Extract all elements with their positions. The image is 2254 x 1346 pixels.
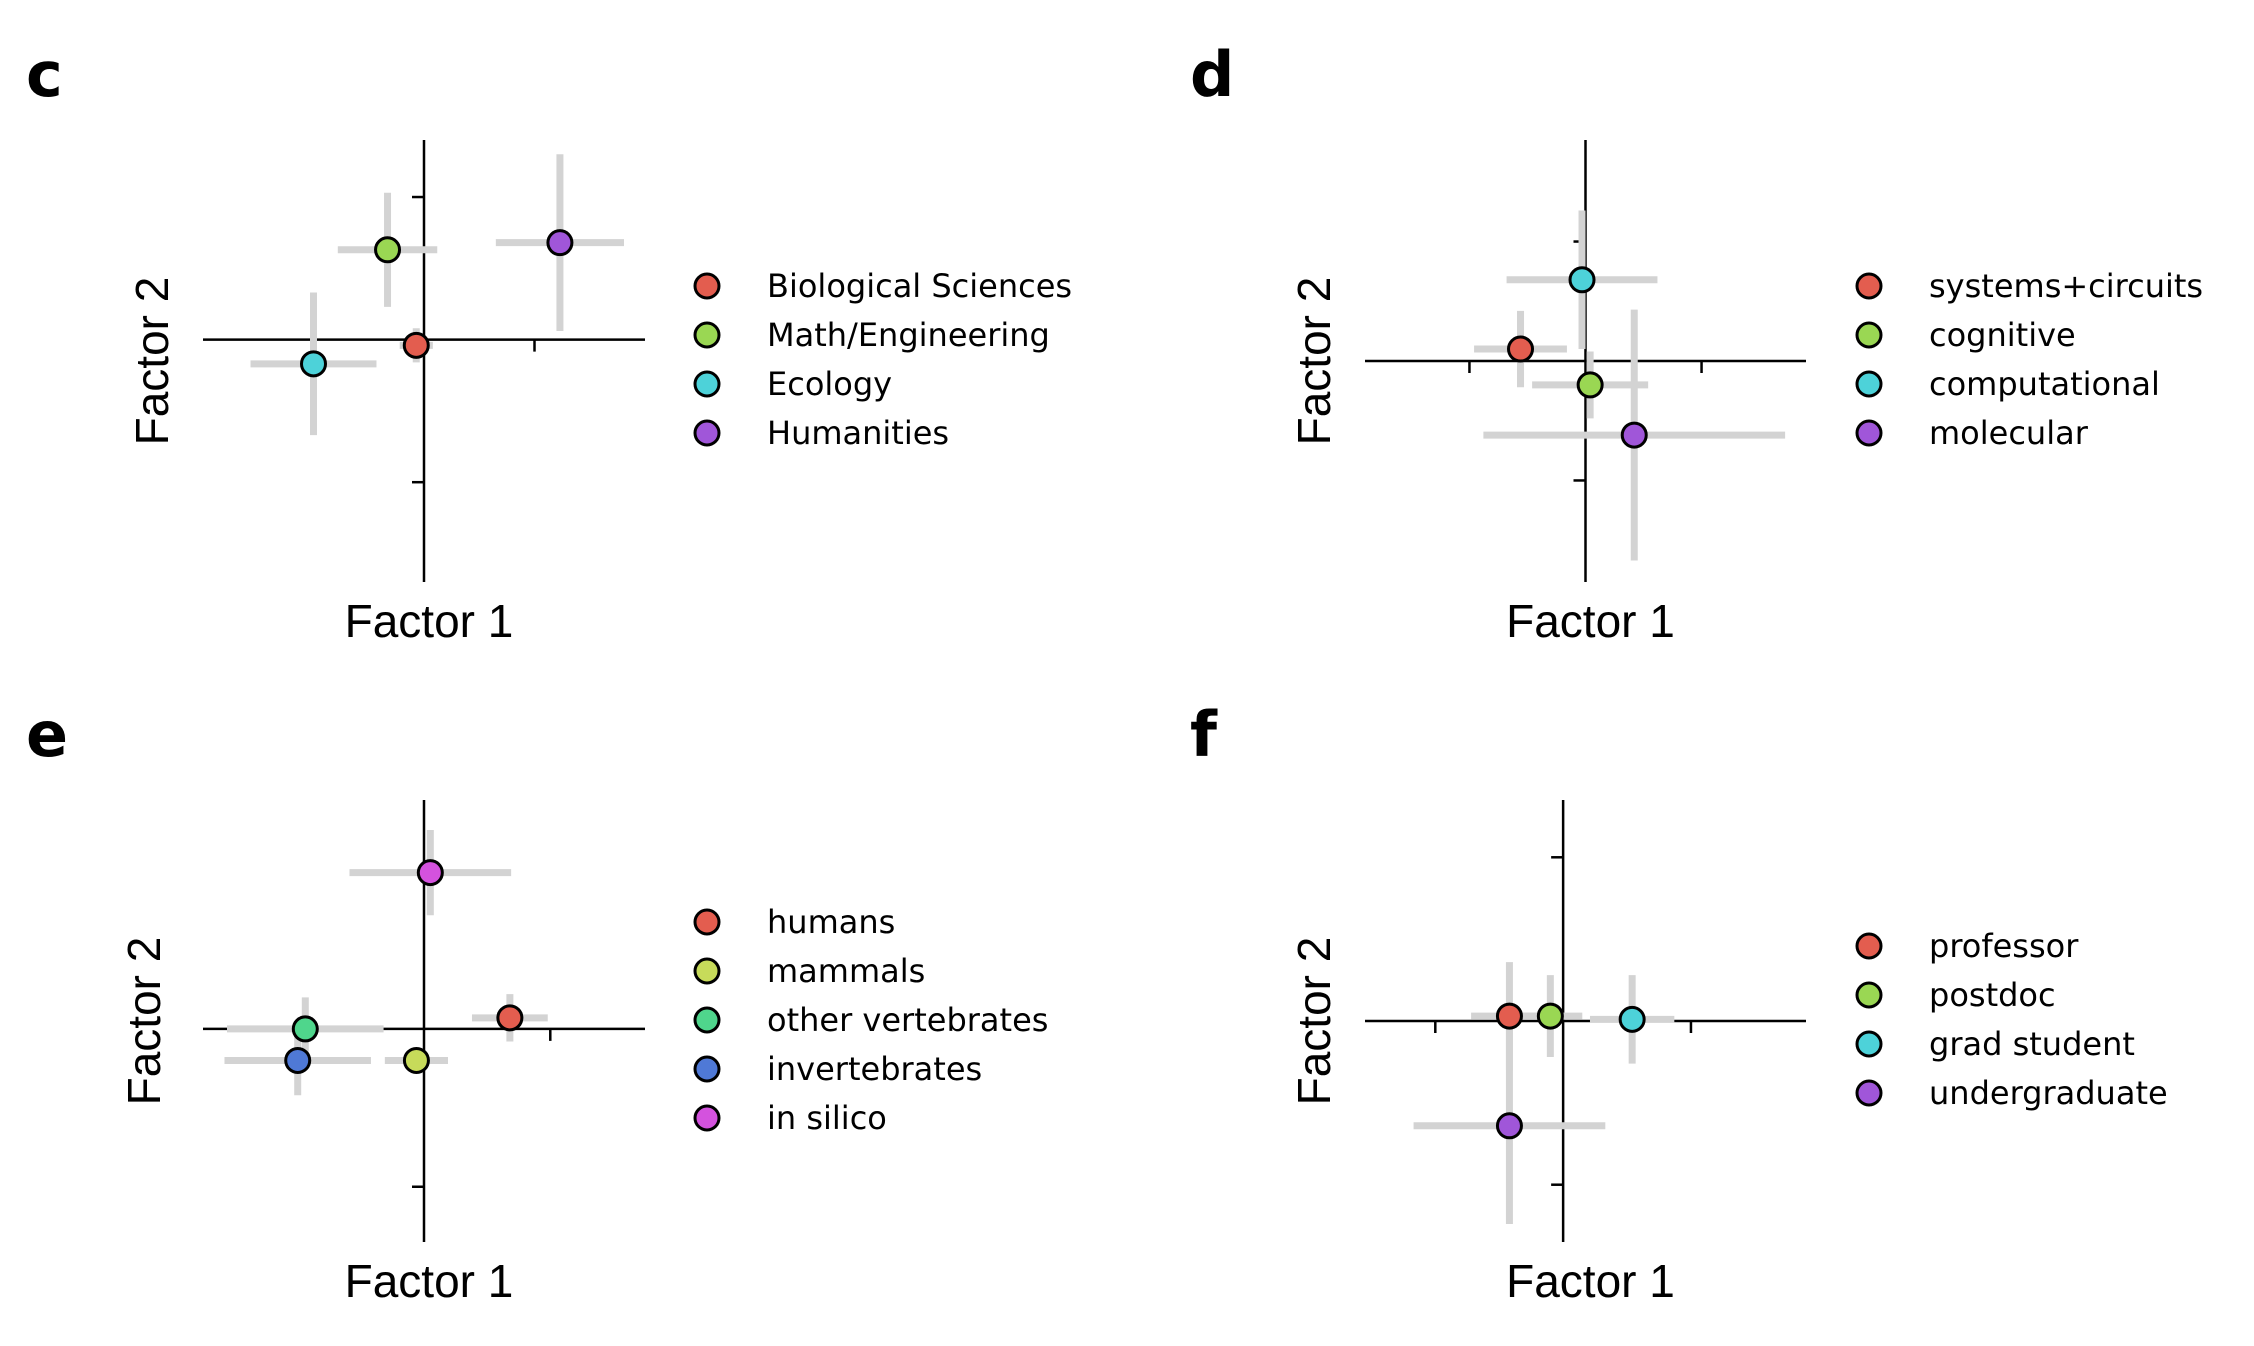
legend-label: cognitive bbox=[1929, 316, 2076, 354]
data-point bbox=[1618, 1005, 1646, 1033]
legend-label: professor bbox=[1929, 927, 2079, 965]
legend: Biological Sciences Math/Engineering Ecolo… bbox=[693, 267, 1072, 452]
legend-label: molecular bbox=[1929, 414, 2089, 452]
y-axis-label: Factor 2 bbox=[126, 277, 178, 446]
legend-marker bbox=[1855, 932, 1883, 960]
legend-label: Ecology bbox=[767, 365, 892, 403]
x-axis-label: Factor 1 bbox=[345, 1255, 514, 1307]
data-point bbox=[416, 859, 444, 887]
legend-label: computational bbox=[1929, 365, 2160, 403]
panel-letter-c: c bbox=[26, 38, 63, 111]
legend-marker bbox=[693, 272, 721, 300]
data-point bbox=[402, 1046, 430, 1074]
panel-letter-f: f bbox=[1190, 698, 1218, 771]
data-point bbox=[1495, 1112, 1523, 1140]
legend-label: undergraduate bbox=[1929, 1074, 2168, 1112]
y-axis-label: Factor 2 bbox=[1288, 277, 1340, 446]
data-point bbox=[1536, 1002, 1564, 1030]
panel-letter-d: d bbox=[1190, 38, 1234, 111]
data-point bbox=[374, 236, 402, 264]
legend-marker bbox=[693, 908, 721, 936]
legend-marker bbox=[693, 957, 721, 985]
legend-marker bbox=[1855, 272, 1883, 300]
data-point bbox=[402, 331, 430, 359]
legend-marker bbox=[693, 419, 721, 447]
legend-marker bbox=[693, 321, 721, 349]
data-point bbox=[1507, 335, 1535, 363]
legend-label: Humanities bbox=[767, 414, 949, 452]
legend: professor postdoc grad student undergraduat… bbox=[1855, 927, 2168, 1112]
data-point bbox=[546, 229, 574, 257]
panel-c: c Factor 1 Factor 2 Biological Sciences Mat… bbox=[26, 38, 1072, 647]
legend-label: Math/Engineering bbox=[767, 316, 1050, 354]
legend-marker bbox=[1855, 1030, 1883, 1058]
legend-marker bbox=[1855, 981, 1883, 1009]
panel-d: d Factor 1 Factor 2 systems+circuits cognit… bbox=[1190, 38, 2203, 647]
legend: systems+circuits cognitive computational mo… bbox=[1855, 267, 2203, 452]
legend-marker bbox=[1855, 321, 1883, 349]
y-axis-label: Factor 2 bbox=[1288, 937, 1340, 1106]
legend-label: Biological Sciences bbox=[767, 267, 1072, 305]
legend-label: systems+circuits bbox=[1929, 267, 2203, 305]
panel-f: f Factor 1 Factor 2 professor postdoc grad s… bbox=[1190, 698, 2168, 1307]
legend-marker bbox=[693, 1104, 721, 1132]
data-point bbox=[496, 1004, 524, 1032]
legend: humans mammals other vertebrates invertebra… bbox=[693, 903, 1048, 1137]
x-axis-label: Factor 1 bbox=[1506, 595, 1675, 647]
panel-letter-e: e bbox=[26, 698, 68, 771]
data-point bbox=[300, 350, 327, 378]
legend-label: grad student bbox=[1929, 1025, 2135, 1063]
data-point bbox=[284, 1046, 312, 1074]
legend-marker bbox=[693, 370, 721, 398]
legend-marker bbox=[1855, 419, 1883, 447]
data-point bbox=[1568, 266, 1596, 294]
legend-label: humans bbox=[767, 903, 895, 941]
data-point bbox=[1576, 371, 1604, 399]
legend-marker bbox=[693, 1055, 721, 1083]
panel-e: e Factor 1 Factor 2 humans mammals other ver… bbox=[26, 698, 1048, 1307]
legend-label: mammals bbox=[767, 952, 925, 990]
legend-label: in silico bbox=[767, 1099, 887, 1137]
data-point bbox=[1620, 421, 1648, 449]
legend-label: postdoc bbox=[1929, 976, 2056, 1014]
x-axis-label: Factor 1 bbox=[345, 595, 514, 647]
legend-marker bbox=[1855, 1079, 1883, 1107]
legend-label: invertebrates bbox=[767, 1050, 982, 1088]
x-axis-label: Factor 1 bbox=[1506, 1255, 1675, 1307]
legend-marker bbox=[1855, 370, 1883, 398]
legend-marker bbox=[693, 1006, 721, 1034]
data-point bbox=[291, 1015, 319, 1043]
y-axis-label: Factor 2 bbox=[118, 937, 170, 1106]
legend-label: other vertebrates bbox=[767, 1001, 1048, 1039]
data-point bbox=[1495, 1002, 1523, 1030]
